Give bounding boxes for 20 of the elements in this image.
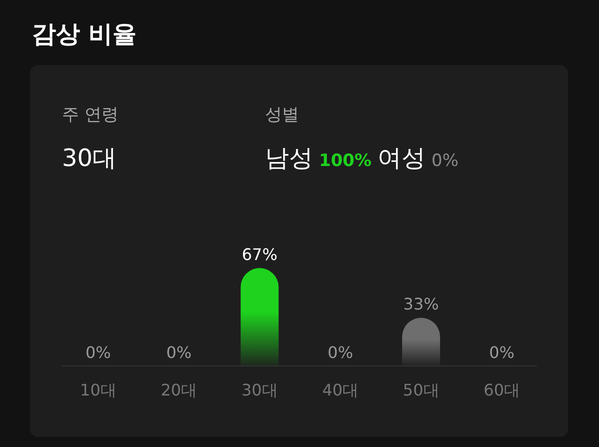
text: 성별 xyxy=(265,105,299,125)
data-label: 33% xyxy=(403,294,439,314)
text: 30대 xyxy=(62,144,117,172)
text: 0% xyxy=(432,151,459,171)
x-tick-label: 40대 xyxy=(322,380,359,400)
x-tick-label: 60대 xyxy=(484,380,520,400)
data-label: 0% xyxy=(166,343,192,362)
x-tick-label: 30대 xyxy=(241,380,278,400)
chart-title: 감상 비율 xyxy=(32,20,136,48)
text: 남성 xyxy=(265,144,313,172)
text: 100% xyxy=(319,151,372,171)
data-label: 0% xyxy=(85,343,111,362)
x-tick-label: 10대 xyxy=(80,380,116,400)
data-label: 67% xyxy=(242,245,278,264)
data-label: 0% xyxy=(328,343,354,362)
text: 주 연령 xyxy=(62,105,118,125)
data-label: 0% xyxy=(489,343,515,362)
x-tick-label: 20대 xyxy=(160,380,198,400)
x-tick-label: 50대 xyxy=(402,380,440,400)
text: 여성 xyxy=(378,144,426,172)
